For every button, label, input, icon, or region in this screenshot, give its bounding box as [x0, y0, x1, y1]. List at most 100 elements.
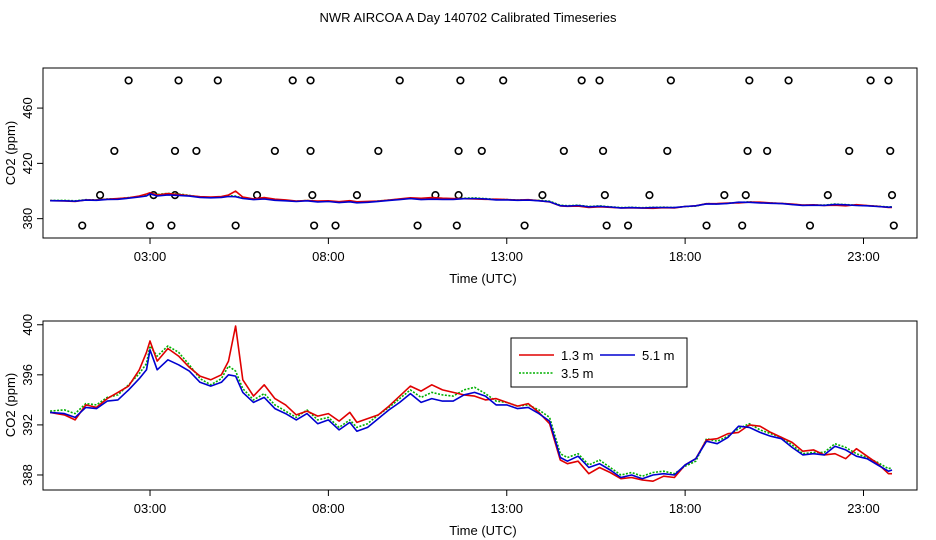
top-lines	[50, 190, 893, 210]
scatter-point	[145, 221, 155, 230]
scatter-point	[889, 221, 898, 230]
scatter-point	[456, 76, 465, 85]
bottom-x-tick-label: 03:00	[134, 501, 167, 516]
scatter-point	[623, 221, 633, 230]
scatter-point	[331, 221, 340, 230]
scatter-point	[110, 146, 119, 156]
scatter-point	[374, 146, 383, 156]
top-series-5-1-m	[50, 193, 893, 209]
scatter-point	[720, 191, 729, 200]
legend: 1.3 m 5.1 m 3.5 m	[510, 337, 688, 388]
bottom-x-axis-label: Time (UTC)	[449, 523, 516, 538]
top-y-tick-label: 420	[20, 153, 35, 175]
top-y-tick-label: 380	[20, 208, 35, 230]
bottom-series-5-1-m	[50, 349, 893, 480]
scatter-point	[663, 146, 672, 156]
scatter-point	[395, 76, 404, 85]
scatter-point	[288, 76, 297, 85]
top-points	[78, 76, 898, 230]
scatter-point	[124, 76, 133, 85]
scatter-point	[886, 146, 895, 156]
legend-box	[510, 337, 688, 388]
bottom-series-3-5-m	[50, 345, 893, 477]
scatter-point	[866, 76, 875, 85]
figure-title: NWR AIRCOA A Day 140702 Calibrated Times…	[320, 10, 617, 25]
scatter-point	[520, 221, 529, 230]
scatter-point	[602, 221, 611, 230]
bottom-x-tick-label: 18:00	[669, 501, 702, 516]
top-x-tick-label: 03:00	[134, 249, 167, 264]
scatter-point	[600, 191, 609, 200]
scatter-point	[170, 146, 180, 156]
bottom-y-axis-label: CO2 (ppm)	[3, 373, 18, 437]
top-y-axis-label: CO2 (ppm)	[3, 121, 18, 185]
scatter-point	[454, 146, 463, 156]
scatter-point	[192, 146, 201, 156]
scatter-point	[598, 146, 608, 156]
scatter-point	[741, 191, 750, 200]
scatter-point	[454, 191, 463, 200]
scatter-point	[845, 146, 854, 156]
legend-label-3-5m: 3.5 m	[561, 366, 594, 381]
scatter-point	[308, 191, 317, 200]
bottom-y-tick-label: 396	[20, 364, 35, 386]
scatter-point	[887, 191, 897, 200]
scatter-point	[306, 76, 315, 85]
scatter-point	[78, 221, 87, 230]
scatter-point	[823, 191, 832, 200]
top-x-tick-label: 08:00	[312, 249, 345, 264]
scatter-point	[213, 76, 222, 85]
scatter-point	[805, 221, 815, 230]
top-x-tick-label: 13:00	[490, 249, 523, 264]
scatter-point	[499, 76, 508, 85]
scatter-point	[352, 191, 362, 200]
scatter-point	[95, 191, 105, 200]
top-x-axis: 03:00 08:00 13:00 18:00 23:00	[134, 238, 880, 264]
top-y-axis: 380 420 460	[20, 97, 43, 230]
scatter-point	[595, 76, 604, 85]
bottom-x-tick-label: 13:00	[490, 501, 523, 516]
top-x-tick-label: 18:00	[669, 249, 702, 264]
bottom-series-1-3-m	[49, 325, 892, 482]
scatter-point	[738, 221, 747, 230]
legend-label-5-1m: 5.1 m	[642, 348, 675, 363]
top-panel: 03:00 08:00 13:00 18:00 23:00 380 420 460 Time…	[3, 67, 918, 286]
top-y-tick-label: 460	[20, 97, 35, 119]
scatter-point	[559, 146, 568, 156]
bottom-y-axis: 388 392 396 400	[20, 314, 43, 486]
bottom-plot-frame	[42, 320, 918, 491]
scatter-point	[666, 76, 675, 85]
bottom-x-tick-label: 08:00	[312, 501, 345, 516]
scatter-point	[645, 191, 654, 200]
scatter-point	[743, 146, 752, 156]
bottom-y-tick-label: 388	[20, 464, 35, 486]
scatter-point	[413, 221, 422, 230]
top-plot-frame	[42, 67, 918, 239]
top-x-axis-label: Time (UTC)	[449, 271, 516, 286]
bottom-x-axis: 03:00 08:00 13:00 18:00 23:00	[134, 490, 880, 516]
scatter-point	[306, 146, 315, 156]
scatter-point	[477, 146, 486, 156]
top-series-1-3-m	[50, 190, 892, 210]
scatter-point	[452, 221, 461, 230]
legend-label-1-3m: 1.3 m	[561, 348, 594, 363]
scatter-point	[784, 76, 793, 85]
bottom-lines	[49, 325, 893, 482]
scatter-point	[577, 76, 586, 85]
scatter-point	[702, 221, 711, 230]
scatter-point	[167, 221, 176, 230]
scatter-point	[745, 76, 754, 85]
scatter-point	[538, 191, 547, 200]
top-x-tick-label: 23:00	[847, 249, 880, 264]
scatter-point	[270, 146, 279, 156]
bottom-y-tick-label: 400	[20, 314, 35, 336]
scatter-point	[174, 76, 183, 85]
bottom-panel: 03:00 08:00 13:00 18:00 23:00 388 392 396 400 T…	[3, 314, 918, 538]
scatter-point	[763, 146, 772, 156]
scatter-point	[884, 76, 893, 85]
scatter-point	[310, 221, 319, 230]
bottom-x-tick-label: 23:00	[847, 501, 880, 516]
bottom-y-tick-label: 392	[20, 414, 35, 436]
scatter-point	[231, 221, 240, 230]
